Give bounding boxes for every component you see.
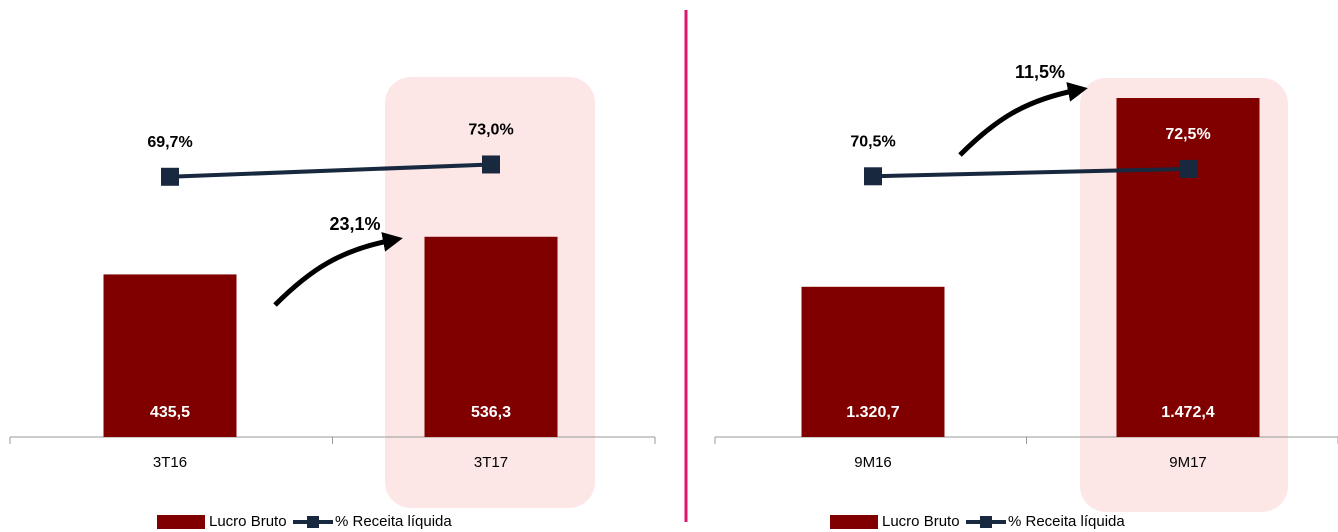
line-value-label: 70,5% xyxy=(850,134,895,151)
line-marker xyxy=(864,167,882,186)
growth-arrow xyxy=(273,232,403,307)
line-marker xyxy=(1179,159,1197,178)
growth-arrow xyxy=(958,82,1088,157)
legend-marker xyxy=(980,516,992,528)
bar-value-label: 435,5 xyxy=(150,404,190,421)
line-marker xyxy=(482,155,500,174)
bar-value-label: 536,3 xyxy=(471,404,511,421)
line-value-label: 72,5% xyxy=(1165,126,1210,143)
bar-value-label: 1.472,4 xyxy=(1161,404,1214,421)
x-tick-label: 9M17 xyxy=(1169,454,1207,471)
legend-swatch xyxy=(157,515,205,529)
bar xyxy=(103,274,237,437)
legend-marker xyxy=(307,516,319,528)
line xyxy=(169,162,492,179)
bar xyxy=(801,286,945,437)
legend-label: % Receita líquida xyxy=(335,513,452,530)
legend-label: % Receita líquida xyxy=(1008,513,1125,530)
legend-label: Lucro Bruto xyxy=(209,513,287,530)
x-tick-label: 3T16 xyxy=(153,454,187,471)
growth-label: 23,1% xyxy=(329,214,380,234)
x-tick-label: 3T17 xyxy=(474,454,508,471)
line xyxy=(872,166,1189,179)
bar xyxy=(424,236,558,437)
line-value-label: 69,7% xyxy=(147,134,192,151)
bar-value-label: 1.320,7 xyxy=(846,404,899,421)
bar xyxy=(1116,98,1260,437)
line-marker xyxy=(161,167,179,186)
legend-swatch xyxy=(830,515,878,529)
line-value-label: 73,0% xyxy=(468,122,513,139)
legend-label: Lucro Bruto xyxy=(882,513,960,530)
growth-label: 11,5% xyxy=(1015,62,1065,82)
x-tick-label: 9M16 xyxy=(854,454,892,471)
